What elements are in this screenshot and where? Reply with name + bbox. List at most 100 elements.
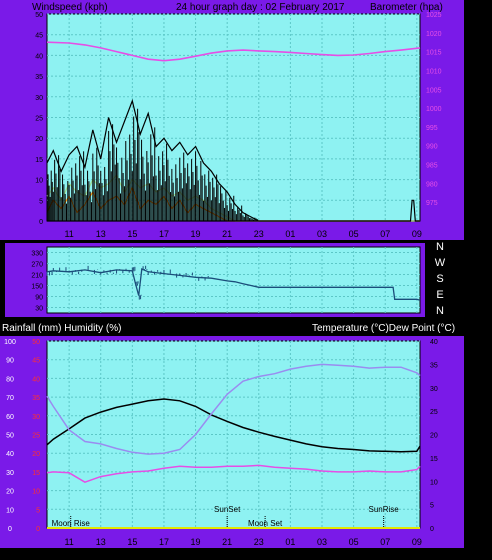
compass-label: W [435, 257, 446, 269]
rain-y-tick: 30 [32, 414, 40, 421]
x-tick-label: 13 [96, 537, 106, 547]
baro-y-tick: 1010 [426, 68, 442, 75]
humidity-y-tick: 90 [6, 358, 14, 365]
temp-dewpoint-axis-label: Temperature (°C)Dew Point (°C) [312, 323, 455, 334]
temp-y-tick: 40 [430, 339, 438, 346]
rain-y-tick: 45 [32, 358, 40, 365]
x-tick-label: 11 [64, 537, 73, 547]
dir-y-tick: 270 [31, 262, 43, 269]
rain-y-tick: 35 [32, 395, 40, 402]
temperature-line [46, 398, 421, 453]
temp-humidity-plot [46, 340, 421, 529]
dir-y-tick: 30 [35, 306, 43, 313]
humidity-y-tick: 0 [8, 526, 12, 533]
x-tick-label: 19 [191, 537, 201, 547]
humidity-y-tick: 30 [6, 470, 14, 477]
dir-y-tick: 210 [31, 273, 43, 280]
humidity-y-tick: 50 [6, 433, 14, 440]
wind-y-tick: 25 [35, 116, 43, 123]
baro-y-tick: 995 [426, 125, 438, 132]
temp-y-tick: 15 [430, 456, 438, 463]
x-tick-label: 23 [254, 537, 264, 547]
humidity-y-tick: 10 [6, 507, 14, 514]
x-tick-label: 17 [159, 229, 169, 239]
gust-line [46, 98, 420, 222]
x-tick-label: 15 [127, 229, 137, 239]
x-tick-label: 11 [64, 229, 73, 239]
x-tick-label: 13 [96, 229, 106, 239]
rain-y-tick: 20 [32, 451, 40, 458]
barometer-line [46, 41, 421, 62]
x-tick-label: 01 [285, 537, 295, 547]
x-tick-label: 09 [412, 537, 422, 547]
x-tick-label: 03 [317, 537, 327, 547]
x-tick-label: 09 [412, 229, 422, 239]
humidity-y-tick: 70 [6, 395, 14, 402]
dir-y-tick: 150 [31, 284, 43, 291]
x-tick-label: 17 [159, 537, 169, 547]
rain-y-tick: 25 [32, 433, 40, 440]
wind-baro-chart: 0510152025303540455097598098599099510001… [35, 12, 446, 317]
windspeed-axis-label: Windspeed (kph) [32, 2, 108, 13]
baro-y-tick: 1025 [426, 12, 442, 19]
baro-y-tick: 1005 [426, 87, 442, 94]
dir-y-tick: 90 [35, 295, 43, 302]
compass-label: N [436, 241, 444, 253]
wind-y-tick: 50 [35, 12, 43, 19]
wind-direction-plot [46, 246, 421, 314]
temp-y-tick: 10 [430, 479, 438, 486]
x-tick-label: 03 [317, 229, 327, 239]
humidity-line [46, 363, 421, 455]
x-tick-label: 01 [285, 229, 295, 239]
x-tick-label: 05 [349, 537, 359, 547]
x-tick-label: 05 [349, 229, 359, 239]
x-tick-label: 07 [380, 229, 390, 239]
rain-y-tick: 15 [32, 470, 40, 477]
wind-y-tick: 0 [39, 219, 43, 226]
wind-y-tick: 15 [35, 157, 43, 164]
temp-y-tick: 35 [430, 362, 438, 369]
baro-y-tick: 1015 [426, 50, 442, 57]
x-tick-label: 21 [222, 537, 232, 547]
dir-y-tick: 330 [31, 251, 43, 258]
wind-y-tick: 5 [39, 198, 43, 205]
rain-humidity-axis-label: Rainfall (mm) Humidity (%) [2, 323, 121, 334]
x-tick-label: 19 [191, 229, 201, 239]
temp-y-tick: 0 [430, 526, 434, 533]
humidity-y-tick: 80 [6, 376, 14, 383]
baro-y-tick: 1020 [426, 31, 442, 38]
wind-y-tick: 45 [35, 33, 43, 40]
temp-y-tick: 25 [430, 409, 438, 416]
sunrise-label: SunRise [369, 505, 400, 514]
baro-y-tick: 975 [426, 200, 438, 207]
moonset-label: Moon Set [248, 519, 283, 528]
compass-label: S [436, 273, 443, 285]
humidity-y-tick: 100 [4, 339, 16, 346]
humidity-y-tick: 60 [6, 414, 14, 421]
wind-y-tick: 10 [35, 178, 43, 185]
sunset-label: SunSet [214, 505, 241, 514]
temp-y-tick: 30 [430, 386, 438, 393]
x-tick-label: 15 [127, 537, 137, 547]
rain-y-tick: 40 [32, 376, 40, 383]
compass-label: N [436, 305, 444, 317]
baro-y-tick: 980 [426, 181, 438, 188]
humidity-y-tick: 40 [6, 451, 14, 458]
wind-y-tick: 35 [35, 74, 43, 81]
baro-y-tick: 985 [426, 163, 438, 170]
rain-y-tick: 0 [36, 526, 40, 533]
x-tick-label: 21 [222, 229, 232, 239]
temp-y-tick: 5 [430, 503, 434, 510]
rain-y-tick: 50 [32, 339, 40, 346]
graph-title: 24 hour graph day : 02 February 2017 [176, 2, 345, 13]
barometer-axis-label: Barometer (hpa) [370, 2, 443, 13]
x-tick-label: 23 [254, 229, 264, 239]
baro-y-tick: 990 [426, 144, 438, 151]
wind-y-tick: 20 [35, 136, 43, 143]
wind-direction-line [46, 268, 421, 301]
wind-y-tick: 40 [35, 53, 43, 60]
baro-y-tick: 1000 [426, 106, 442, 113]
x-tick-label: 07 [380, 537, 390, 547]
temp-y-tick: 20 [430, 433, 438, 440]
